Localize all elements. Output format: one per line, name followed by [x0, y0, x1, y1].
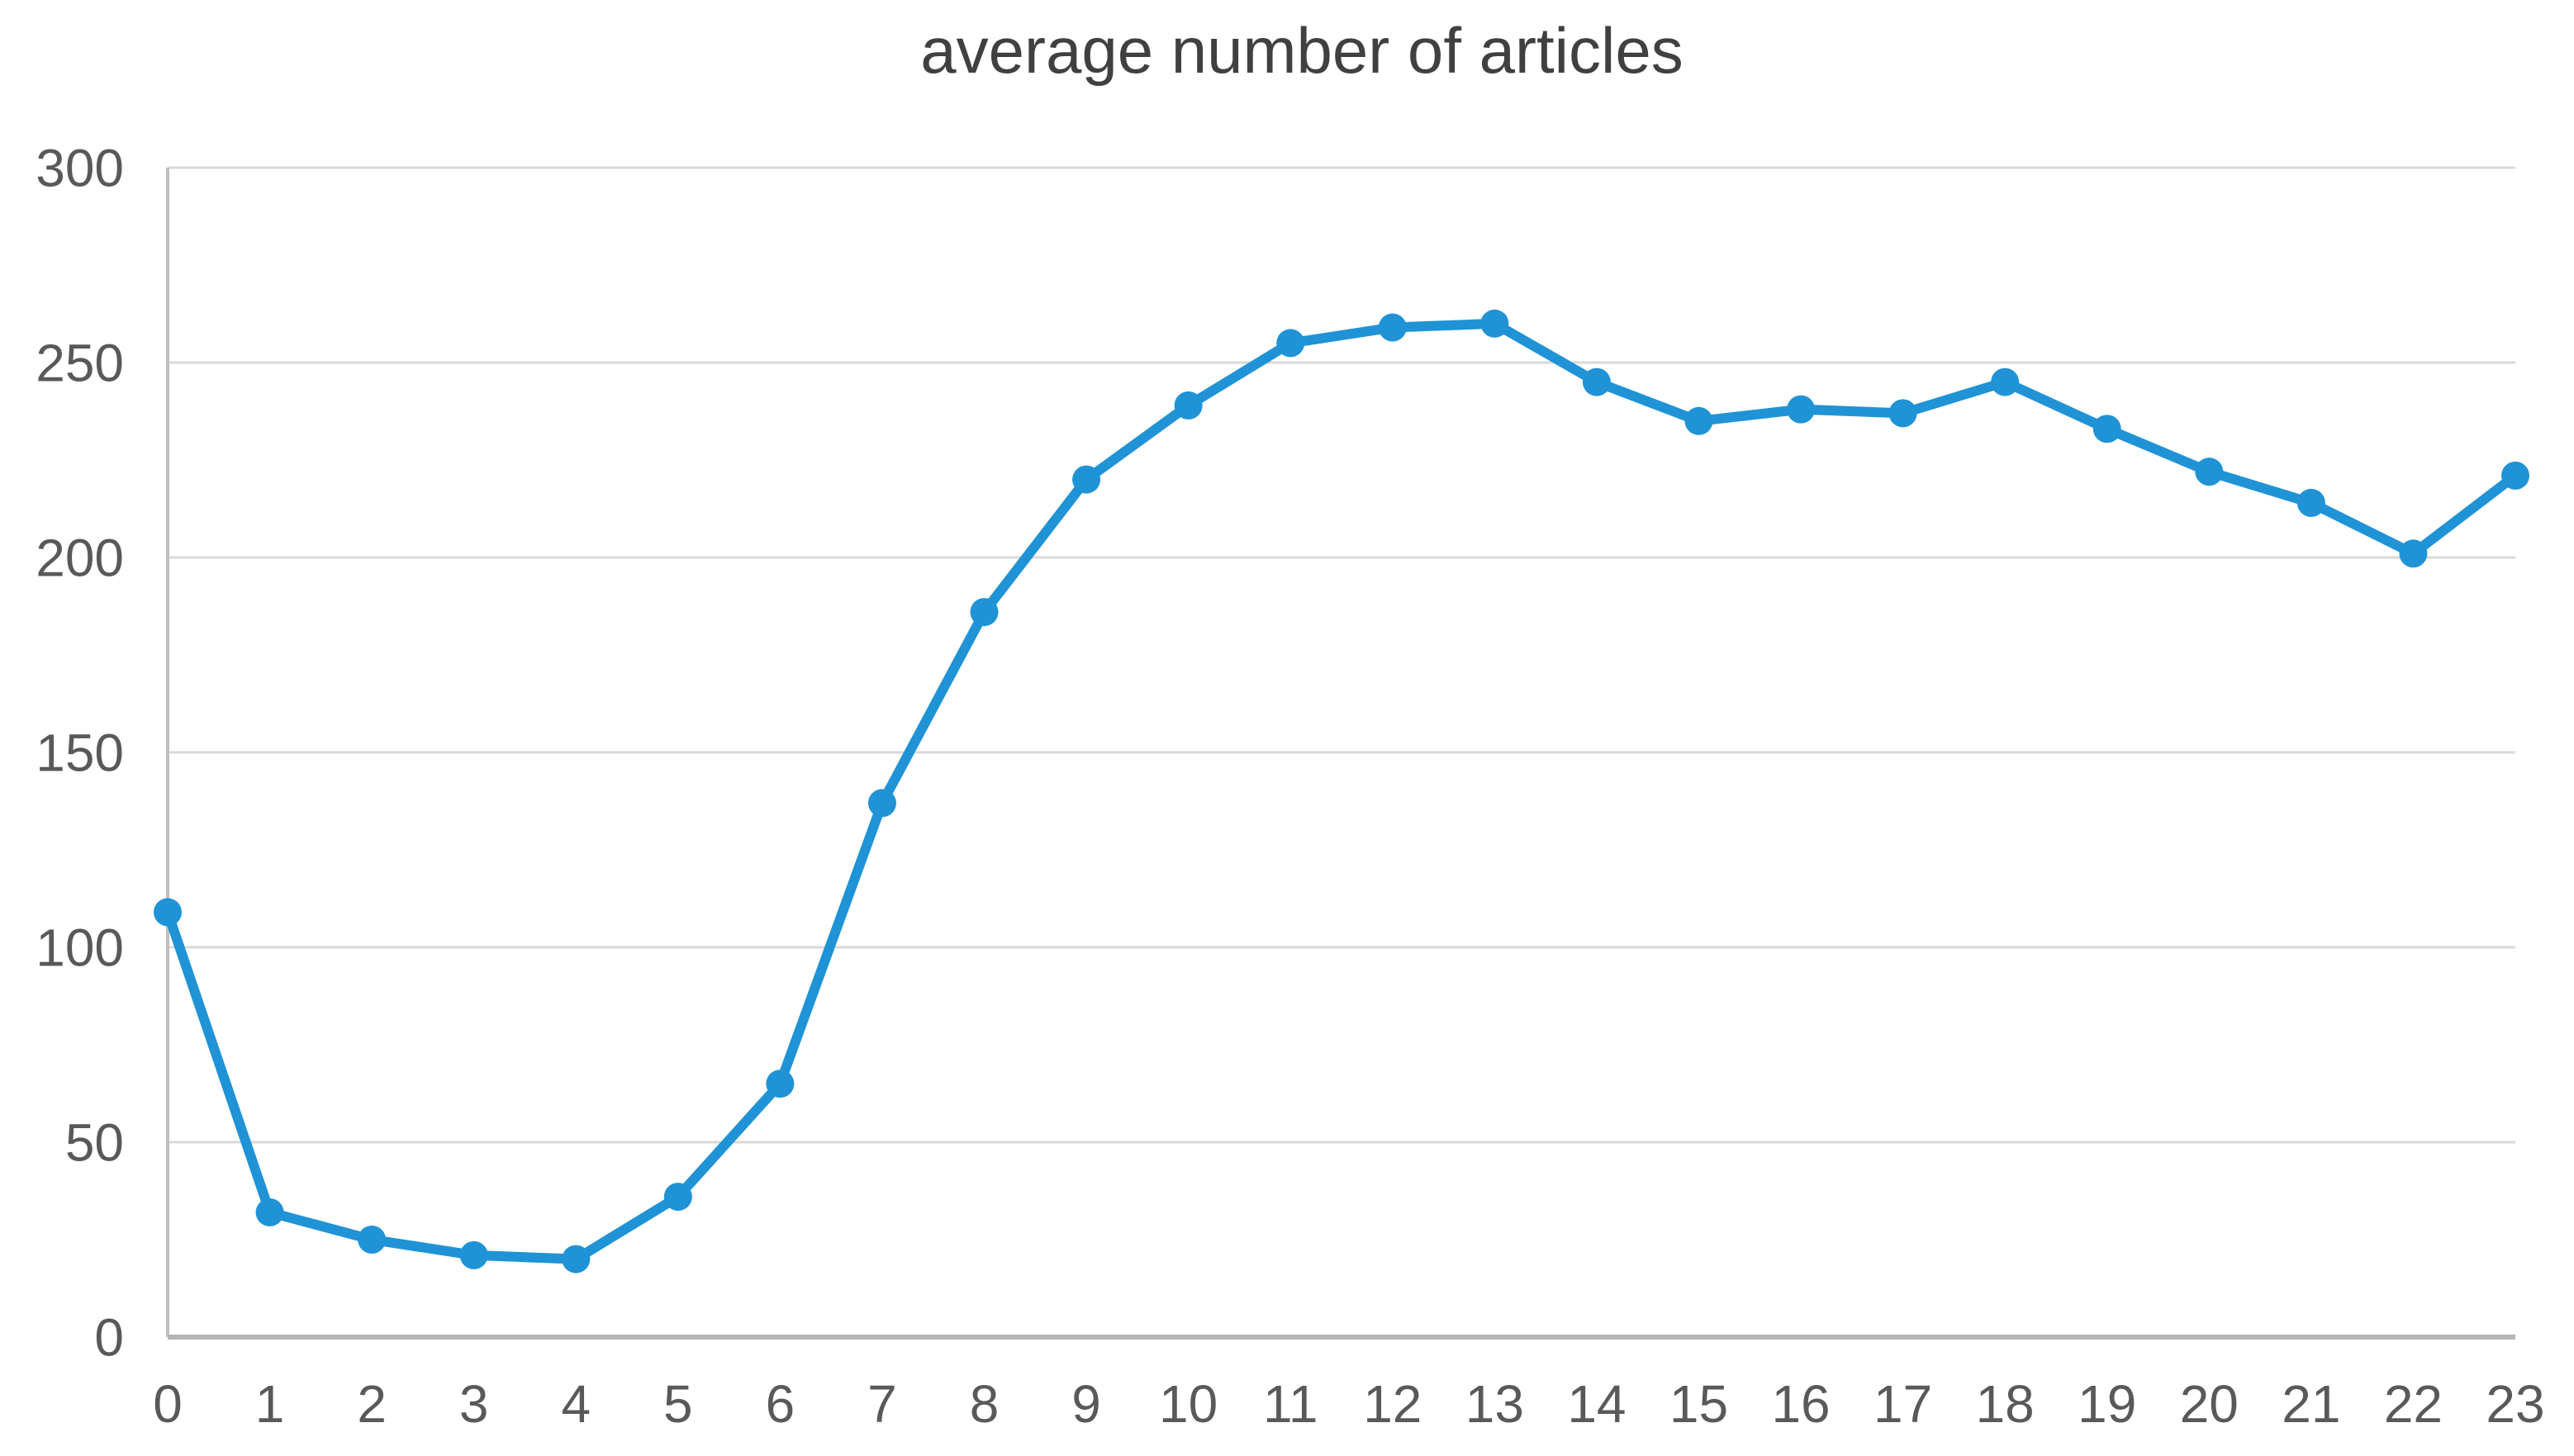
y-tick-label-300: 300: [36, 138, 124, 197]
x-tick-label-0: 0: [153, 1374, 183, 1434]
data-point-1: [255, 1198, 284, 1226]
data-point-8: [970, 598, 999, 627]
x-tick-label-10: 10: [1159, 1374, 1218, 1434]
y-tick-label-250: 250: [36, 333, 124, 392]
data-point-14: [1582, 368, 1611, 396]
x-tick-label-16: 16: [1771, 1374, 1830, 1434]
y-tick-label-50: 50: [65, 1112, 124, 1172]
x-tick-label-5: 5: [663, 1374, 693, 1434]
x-tick-label-23: 23: [2486, 1374, 2544, 1434]
series-line: [163, 318, 2520, 1264]
y-tick-label-0: 0: [94, 1307, 124, 1367]
x-tick-label-14: 14: [1567, 1374, 1626, 1434]
data-point-6: [766, 1069, 795, 1098]
data-point-7: [867, 789, 896, 818]
data-point-10: [1174, 391, 1203, 420]
x-tick-label-6: 6: [766, 1374, 795, 1434]
data-point-3: [459, 1240, 488, 1269]
x-tick-label-17: 17: [1874, 1374, 1932, 1434]
data-point-11: [1276, 329, 1305, 358]
data-point-16: [1787, 395, 1816, 424]
data-point-20: [2195, 458, 2224, 486]
x-tick-label-21: 21: [2282, 1374, 2340, 1434]
data-point-5: [663, 1183, 692, 1212]
data-point-18: [1991, 368, 2020, 396]
data-point-4: [562, 1245, 591, 1273]
x-tick-label-3: 3: [459, 1374, 489, 1434]
data-point-22: [2399, 539, 2428, 568]
x-tick-label-20: 20: [2180, 1374, 2239, 1434]
x-tick-label-13: 13: [1465, 1374, 1524, 1434]
data-point-0: [154, 898, 182, 927]
x-tick-label-4: 4: [561, 1374, 591, 1434]
x-tick-label-8: 8: [970, 1374, 1000, 1434]
data-point-12: [1378, 313, 1407, 342]
x-tick-label-1: 1: [255, 1374, 285, 1434]
data-point-19: [2092, 415, 2121, 443]
x-tick-label-2: 2: [357, 1374, 387, 1434]
gridlines-group: [168, 166, 2515, 1144]
x-tick-label-22: 22: [2384, 1374, 2443, 1434]
data-point-13: [1480, 309, 1509, 338]
data-point-15: [1684, 406, 1713, 435]
y-tick-label-150: 150: [36, 723, 124, 782]
x-tick-label-11: 11: [1263, 1374, 1318, 1434]
chart-title: average number of articles: [920, 14, 1683, 87]
x-tick-label-18: 18: [1976, 1374, 2035, 1434]
x-tick-label-15: 15: [1669, 1374, 1728, 1434]
y-tick-label-200: 200: [36, 528, 124, 587]
data-point-17: [1888, 399, 1917, 428]
x-tick-label-19: 19: [2078, 1374, 2136, 1434]
axes-group: [166, 168, 2515, 1340]
line-series: [154, 309, 2529, 1273]
y-axis-tick-labels: 0 50 100 150 200 250 300: [36, 138, 124, 1367]
data-point-23: [2501, 461, 2529, 490]
y-tick-label-100: 100: [36, 918, 124, 977]
x-tick-label-7: 7: [867, 1374, 897, 1434]
x-tick-label-12: 12: [1363, 1374, 1422, 1434]
data-point-2: [358, 1226, 387, 1254]
data-point-9: [1072, 465, 1101, 494]
x-axis-tick-labels: 0 1 2 3 4 5 6 7 8 9 10 11 12 13 14 15 16 17 18 19 20 21 22 23: [153, 1374, 2544, 1434]
data-point-21: [2296, 488, 2325, 517]
x-tick-label-9: 9: [1071, 1374, 1101, 1434]
